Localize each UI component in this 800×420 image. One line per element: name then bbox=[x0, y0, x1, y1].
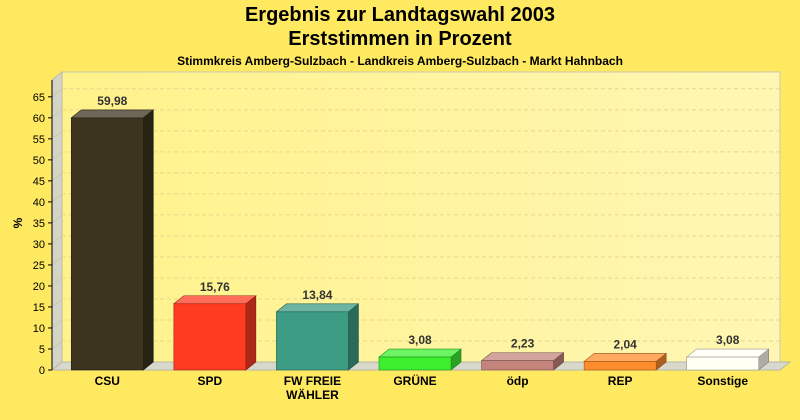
bar bbox=[583, 361, 657, 371]
gridline-depth bbox=[51, 172, 63, 182]
x-tick-label: Sonstige bbox=[697, 374, 748, 388]
chart-title: Ergebnis zur Landtagswahl 2003 bbox=[244, 4, 556, 26]
y-tick-label: 65 bbox=[33, 92, 45, 104]
gridline-depth bbox=[51, 193, 63, 203]
x-tick-label: SPD bbox=[198, 374, 223, 388]
bar-value-label: 13,84 bbox=[302, 288, 332, 302]
gridline-depth bbox=[51, 256, 63, 266]
gridline-depth bbox=[51, 130, 63, 140]
y-tick-label: 10 bbox=[33, 323, 45, 335]
bar bbox=[70, 117, 144, 371]
bar bbox=[378, 356, 452, 371]
y-tick-label: 15 bbox=[33, 302, 45, 314]
bar-value-label: 3,08 bbox=[408, 333, 432, 347]
y-tick-label: 55 bbox=[33, 134, 45, 146]
gridline-depth bbox=[51, 214, 63, 224]
x-tick-label: CSU bbox=[95, 374, 120, 388]
y-tick-label: 60 bbox=[33, 113, 45, 125]
bar bbox=[481, 360, 554, 371]
bar-side bbox=[245, 295, 257, 371]
bar-side bbox=[348, 303, 359, 371]
y-axis-label: % bbox=[11, 217, 25, 228]
bar bbox=[173, 303, 247, 371]
plot-back-wall bbox=[61, 71, 781, 363]
y-tick-label: 20 bbox=[33, 281, 45, 293]
gridline-depth bbox=[51, 298, 63, 308]
gridline-depth bbox=[51, 88, 63, 98]
y-tick-label: 45 bbox=[33, 176, 45, 188]
y-tick-label: 25 bbox=[33, 260, 45, 272]
x-tick-label: WÄHLER bbox=[286, 387, 339, 402]
gridline-depth bbox=[51, 151, 63, 161]
bar bbox=[276, 311, 349, 371]
x-tick-label: ödp bbox=[507, 374, 529, 388]
bar-top bbox=[480, 352, 565, 361]
bar-top bbox=[685, 348, 770, 358]
bar-top bbox=[275, 303, 360, 313]
x-tick-label: GRÜNE bbox=[393, 373, 436, 388]
y-tick-label: 40 bbox=[33, 197, 45, 209]
y-tick-label: 5 bbox=[39, 344, 45, 356]
bar-value-label: 59,98 bbox=[97, 94, 127, 108]
x-tick-label: FW FREIE bbox=[284, 374, 341, 388]
gridline-depth bbox=[51, 319, 63, 329]
bar-value-label: 2,04 bbox=[613, 337, 637, 351]
bar-value-label: 2,23 bbox=[511, 337, 535, 351]
gridline-depth bbox=[51, 340, 63, 350]
bar-side bbox=[142, 109, 154, 371]
chart-subtitle-region: Stimmkreis Amberg-Sulzbach - Landkreis A… bbox=[177, 54, 623, 68]
bar-top bbox=[583, 353, 667, 362]
gridline-depth bbox=[51, 277, 63, 287]
gridline-depth bbox=[51, 109, 63, 119]
bar-top bbox=[173, 295, 257, 305]
bar-top bbox=[70, 109, 155, 119]
y-tick-label: 30 bbox=[33, 239, 45, 251]
bar-value-label: 3,08 bbox=[716, 333, 740, 347]
x-tick-label: REP bbox=[608, 374, 633, 388]
bar bbox=[686, 356, 760, 371]
y-tick-label: 35 bbox=[33, 218, 45, 230]
gridline-depth bbox=[51, 235, 63, 245]
y-tick-label: 0 bbox=[39, 365, 45, 377]
y-tick-label: 50 bbox=[33, 155, 45, 167]
chart-subtitle: Erststimmen in Prozent bbox=[288, 28, 512, 50]
bar-value-label: 15,76 bbox=[200, 280, 230, 294]
bar-top bbox=[378, 348, 462, 358]
